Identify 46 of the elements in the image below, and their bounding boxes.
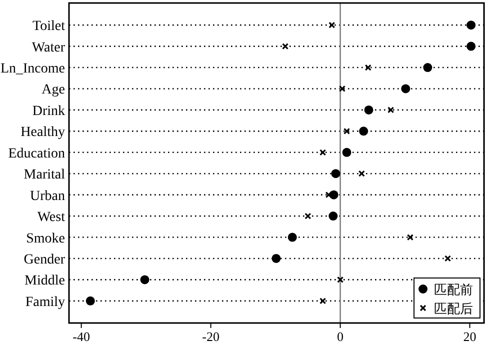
point bbox=[86, 296, 95, 306]
legend-label: 匹配前 bbox=[434, 282, 473, 297]
y-tick-label: Ln_Income bbox=[0, 62, 65, 77]
point bbox=[328, 22, 336, 28]
y-tick-label: Drink bbox=[32, 104, 65, 119]
point bbox=[359, 126, 368, 136]
x-tick-label: 0 bbox=[337, 329, 344, 344]
point bbox=[343, 128, 350, 134]
point bbox=[328, 212, 338, 221]
y-tick-label: Toilet bbox=[32, 19, 66, 34]
point bbox=[272, 254, 281, 263]
point bbox=[466, 42, 476, 51]
point bbox=[304, 212, 312, 220]
point bbox=[444, 255, 452, 262]
point bbox=[364, 64, 372, 71]
y-tick-label: Healthy bbox=[20, 125, 65, 140]
y-tick-label: Water bbox=[32, 40, 66, 56]
y-tick-label: West bbox=[37, 210, 66, 226]
legend-label: 匹配后 bbox=[434, 301, 473, 316]
point bbox=[288, 232, 297, 242]
y-tick-label: Education bbox=[8, 146, 65, 162]
point bbox=[358, 170, 365, 177]
point bbox=[401, 84, 410, 94]
point bbox=[364, 105, 374, 114]
y-tick-label: Family bbox=[25, 294, 65, 310]
y-tick-label: Smoke bbox=[26, 231, 65, 246]
y-tick-label: Age bbox=[42, 82, 65, 98]
y-tick-label: Urban bbox=[30, 188, 65, 204]
point bbox=[319, 298, 326, 304]
point bbox=[331, 169, 340, 178]
point bbox=[282, 42, 289, 50]
x-tick-label: -20 bbox=[202, 329, 220, 344]
point bbox=[338, 85, 346, 92]
point bbox=[140, 275, 150, 284]
point bbox=[336, 276, 344, 284]
point bbox=[319, 149, 326, 156]
y-tick-label: Gender bbox=[24, 252, 66, 268]
point bbox=[387, 106, 394, 114]
point bbox=[406, 234, 414, 241]
y-tick-label: Marital bbox=[24, 168, 66, 183]
y-tick-label: Middle bbox=[24, 274, 65, 289]
point bbox=[342, 148, 352, 157]
point bbox=[423, 63, 432, 72]
x-tick-label: -40 bbox=[72, 329, 90, 344]
point bbox=[466, 20, 476, 30]
x-tick-label: 20 bbox=[463, 329, 476, 344]
